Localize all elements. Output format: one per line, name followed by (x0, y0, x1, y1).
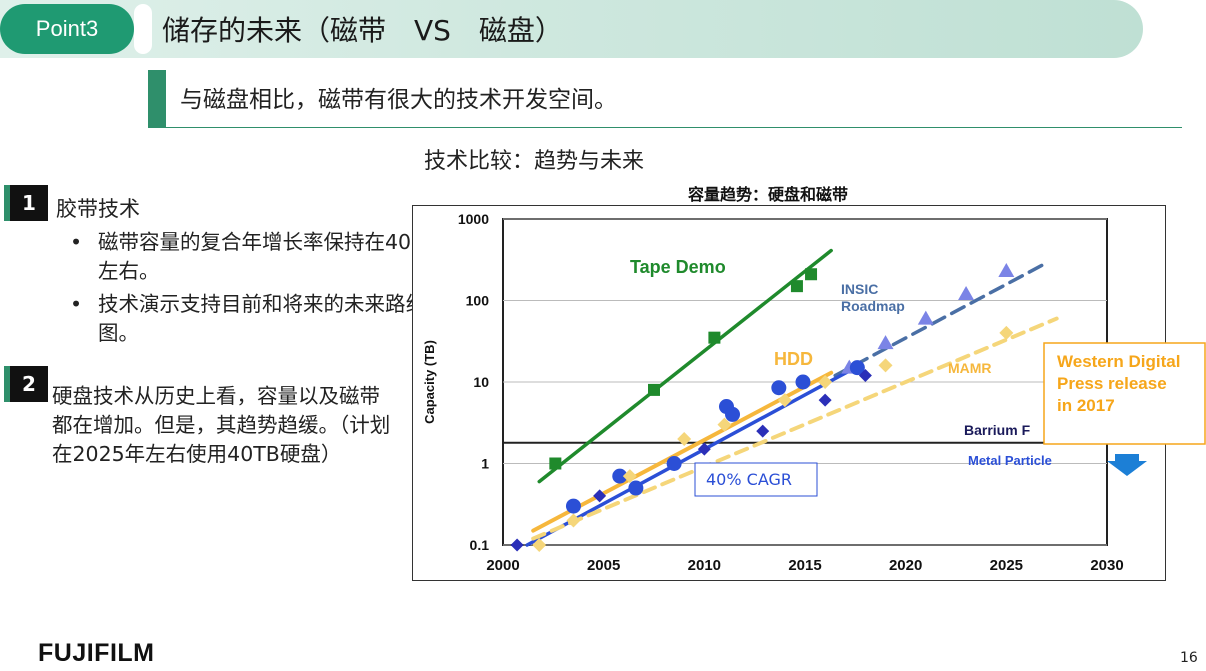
x-tick-label: 2025 (990, 557, 1023, 574)
data-point-hdd (725, 406, 741, 422)
data-point-mamr (677, 431, 692, 446)
data-point-hdd (628, 480, 644, 496)
data-point-tape-demo (648, 383, 660, 396)
x-tick-label: 2020 (889, 557, 922, 574)
data-point-mamr (717, 417, 732, 432)
wd-line-3: in 2017 (1057, 396, 1115, 415)
y-tick-label: 1 (481, 456, 489, 472)
y-tick-label: 100 (466, 293, 490, 309)
data-point-mamr (999, 325, 1014, 340)
data-point-mamr (532, 538, 547, 552)
section-1-title: 胶带技术 (56, 197, 140, 221)
bullet-item: 磁带容量的复合年增长率保持在40%左右。 (70, 228, 440, 286)
data-point-mamr (622, 469, 637, 484)
barrium-label: Barrium F (964, 422, 1031, 438)
bullet-item: 技术演示支持目前和将来的未来路线图。 (70, 290, 440, 348)
section-2-text: 硬盘技术从历史上看，容量以及磁带都在增加。但是，其趋势趋缓。（计划在2025年左… (52, 384, 391, 466)
data-point-mamr (777, 393, 792, 408)
data-markers (510, 263, 1015, 552)
data-point-hdd (795, 374, 811, 390)
chart-title: 容量趋势：硬盘和磁带 (688, 185, 849, 204)
data-point-hdd (771, 380, 787, 396)
header-bar: Point3 储存的未来（磁带 VS 磁盘） (0, 0, 1143, 58)
cagr-label: 40% CAGR (706, 470, 792, 489)
insic-label: INSIC (841, 281, 878, 297)
y-tick-label: 0.1 (470, 537, 490, 553)
western-digital-callout (1043, 342, 1206, 445)
data-point-hdd (565, 498, 581, 514)
x-tick-label: 2005 (587, 557, 620, 574)
page-title: 储存的未来（磁带 VS 磁盘） (162, 14, 563, 47)
roadmap-label: Roadmap (841, 298, 905, 314)
section-2-badge: 2 (4, 366, 48, 402)
x-tick-label: 2030 (1090, 557, 1123, 574)
subtitle: 与磁盘相比，磁带有很大的技术开发空间。 (180, 87, 617, 113)
wd-line-1: Western Digital (1057, 352, 1180, 371)
y-tick-label: 10 (473, 374, 489, 390)
data-point-insic-roadmap (877, 335, 894, 350)
data-point-hdd-diamonds- (756, 424, 770, 438)
x-tick-label: 2015 (788, 557, 821, 574)
header-separator (134, 4, 152, 54)
data-point-tape-demo (708, 331, 721, 344)
data-point-tape-demo (805, 268, 818, 281)
trend-line-hdd (525, 365, 858, 547)
data-point-hdd-diamonds- (858, 369, 872, 383)
data-point-hdd (666, 456, 682, 471)
point-label: Point3 (0, 4, 134, 54)
section-1-bullets: 磁带容量的复合年增长率保持在40%左右。 技术演示支持目前和将来的未来路线图。 (30, 228, 440, 352)
cagr-box (694, 462, 818, 497)
capacity-trend-chart: 0.1 1 10 100 1000 2000 2005 2010 2015 2020 2025 203… (412, 205, 1206, 581)
down-arrow-icon (1107, 454, 1147, 476)
fujifilm-logo: FUJIFILM (38, 639, 155, 667)
page-number: 16 (1180, 650, 1198, 666)
data-point-tape-demo (549, 457, 562, 470)
trend-line-insic-roadmap (833, 261, 1049, 378)
y-axis-label: Capacity (TB) (422, 340, 437, 424)
data-point-hdd-diamonds- (818, 393, 832, 407)
data-point-insic-roadmap (998, 263, 1015, 278)
data-point-hdd (612, 468, 628, 484)
axis-ticks: 0.1 1 10 100 1000 2000 2005 2010 2015 2020 2025 203… (458, 211, 1124, 574)
tape-demo-label: Tape Demo (630, 257, 726, 277)
data-point-hdd-diamonds- (510, 538, 524, 552)
data-point-tape-demo (790, 280, 803, 293)
data-point-mamr (878, 358, 893, 373)
metal-particle-label: Metal Particle (968, 453, 1052, 468)
hdd-label: HDD (774, 349, 813, 369)
subtitle-accent (148, 70, 166, 128)
x-tick-label: 2000 (486, 557, 519, 574)
data-point-insic-roadmap (958, 286, 975, 301)
data-point-mamr (818, 375, 833, 389)
trend-line-tape-demo (537, 248, 833, 484)
tech-compare-title: 技术比较：趋势与未来 (424, 149, 645, 174)
x-tick-label: 2010 (688, 557, 721, 574)
mamr-label: MAMR (948, 360, 992, 376)
subtitle-underline (166, 127, 1182, 128)
data-point-hdd-diamonds- (697, 442, 711, 456)
wd-line-2: Press release (1057, 374, 1167, 393)
data-point-hdd (849, 360, 865, 376)
y-tick-label: 1000 (458, 211, 489, 227)
data-point-insic-roadmap (917, 310, 934, 325)
data-point-hdd-diamonds- (593, 489, 607, 503)
data-point-mamr (566, 513, 581, 528)
section-1-badge: 1 (4, 185, 48, 221)
trend-line-mamr (531, 316, 1059, 541)
